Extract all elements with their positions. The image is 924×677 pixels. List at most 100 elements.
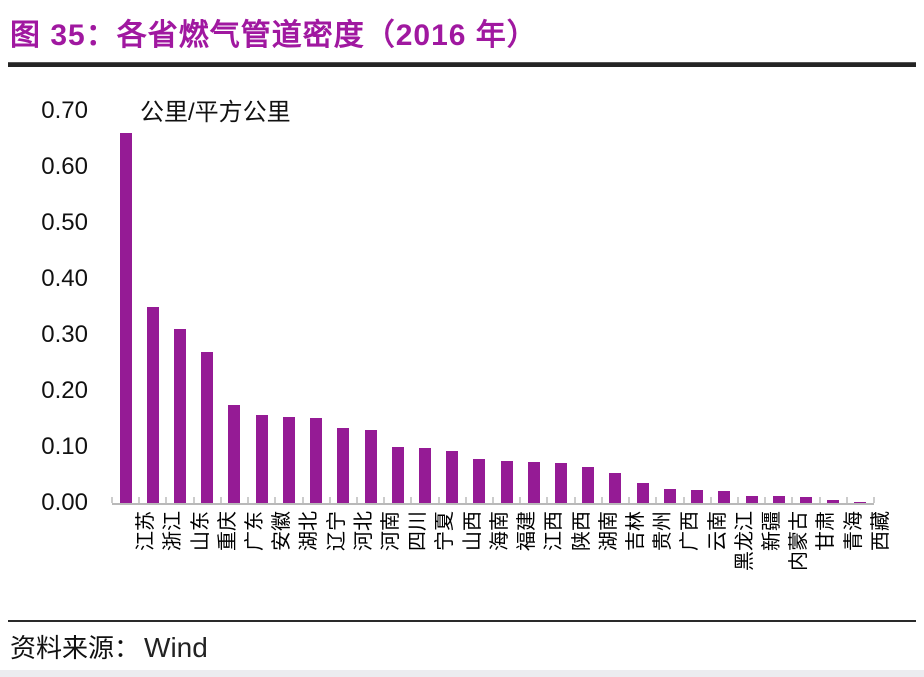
axis-tick [383, 497, 386, 503]
bar-福建 [500, 461, 513, 503]
bar-内蒙古 [772, 495, 785, 503]
x-axis-label-重庆: 重庆 [216, 511, 239, 551]
x-axis-labels: 江苏 浙江 山东 重庆 广东 安徽 湖北 辽宁 河北 河南 四川 宁夏 山西 海南 福建 江西 陕西 湖南 吉林 贵州… [112, 511, 892, 621]
axis-tick [410, 497, 413, 503]
x-axis-label-湖南: 湖南 [597, 511, 620, 551]
bar-湖北 [282, 416, 295, 503]
x-axis-label-河南: 河南 [380, 511, 403, 551]
axis-tick [628, 497, 631, 503]
y-axis-label-0.30: 0.30 [41, 321, 88, 348]
bar-青海 [827, 499, 840, 503]
x-axis-label-宁夏: 宁夏 [434, 511, 457, 551]
bar-河南 [364, 430, 377, 503]
bar-甘肃 [799, 496, 812, 503]
axis-tick [328, 497, 331, 503]
bar-湖南 [582, 466, 595, 503]
x-axis-label-山西: 山西 [461, 511, 484, 551]
x-axis-label-安徽: 安徽 [271, 511, 294, 551]
bar-河北 [337, 427, 350, 503]
x-axis-label-甘肃: 甘肃 [815, 511, 838, 551]
bar-四川 [391, 447, 404, 503]
x-axis-label-湖北: 湖北 [298, 511, 321, 551]
bar-chart-plot-area [111, 111, 875, 505]
axis-tick [600, 497, 603, 503]
y-axis-unit-label: 公里/平方公里 [140, 99, 291, 126]
x-axis-label-浙江: 浙江 [162, 511, 185, 551]
axis-tick [845, 497, 848, 503]
axis-tick [709, 497, 712, 503]
bar-江苏 [119, 133, 132, 503]
bar-海南 [473, 459, 486, 503]
bar-广西 [663, 489, 676, 503]
axis-tick [464, 497, 467, 503]
y-axis-label-0.70: 0.70 [41, 97, 88, 124]
bar-辽宁 [310, 417, 323, 503]
y-axis-label-0.20: 0.20 [41, 377, 88, 404]
x-axis-label-内蒙古: 内蒙古 [788, 511, 811, 571]
x-axis-label-福建: 福建 [516, 511, 539, 551]
bar-陕西 [555, 463, 568, 503]
axis-tick [274, 497, 277, 503]
x-axis-label-青海: 青海 [842, 511, 865, 551]
bar-黑龙江 [718, 491, 731, 503]
axis-tick [219, 497, 222, 503]
x-axis-label-陕西: 陕西 [570, 511, 593, 551]
data-source-label: 资料来源： [10, 634, 141, 663]
axis-tick [355, 497, 358, 503]
data-source: 资料来源： Wind [10, 628, 208, 665]
axis-tick [818, 497, 821, 503]
y-axis-label-0.10: 0.10 [41, 433, 88, 460]
x-axis-label-吉林: 吉林 [624, 511, 647, 551]
x-axis-label-江苏: 江苏 [135, 511, 158, 551]
axis-tick [519, 497, 522, 503]
bar-贵州 [636, 483, 649, 503]
axis-tick [165, 497, 168, 503]
axis-tick [736, 497, 739, 503]
axis-tick [764, 497, 767, 503]
x-axis-label-云南: 云南 [706, 511, 729, 551]
axis-tick [437, 497, 440, 503]
x-axis-label-贵州: 贵州 [652, 511, 675, 551]
bar-重庆 [201, 351, 214, 503]
axis-tick [111, 497, 113, 503]
y-axis-label-0.60: 0.60 [41, 153, 88, 180]
bar-宁夏 [418, 447, 431, 503]
figure-title: 图 35：各省燃气管道密度（2016 年） [10, 19, 538, 52]
x-axis-label-黑龙江: 黑龙江 [733, 511, 756, 571]
y-axis-label-0.40: 0.40 [41, 265, 88, 292]
axis-tick [573, 497, 576, 503]
y-axis-label-0.50: 0.50 [41, 209, 88, 236]
bar-广东 [228, 405, 241, 503]
x-axis-label-西藏: 西藏 [869, 511, 892, 551]
bar-浙江 [146, 307, 159, 503]
bar-山东 [174, 329, 187, 503]
x-axis-label-江西: 江西 [543, 511, 566, 551]
bar-西藏 [854, 501, 867, 503]
bar-新疆 [745, 495, 758, 503]
x-axis-label-海南: 海南 [488, 511, 511, 551]
axis-tick [682, 497, 685, 503]
x-axis-label-广东: 广东 [243, 511, 266, 551]
page-edge-strip [0, 670, 924, 677]
footer-divider [8, 620, 916, 622]
title-divider [8, 62, 916, 67]
bar-云南 [691, 489, 704, 503]
data-source-value: Wind [144, 632, 208, 663]
axis-tick [546, 497, 549, 503]
bar-江西 [527, 461, 540, 503]
x-axis-label-河北: 河北 [352, 511, 375, 551]
x-axis-label-山东: 山东 [189, 511, 212, 551]
bar-吉林 [609, 473, 622, 503]
y-axis-label-0.00: 0.00 [41, 489, 88, 516]
bar-山西 [446, 451, 459, 503]
axis-tick [301, 497, 304, 503]
axis-tick [873, 497, 875, 503]
axis-tick [492, 497, 494, 503]
axis-tick [138, 497, 141, 503]
axis-tick [791, 497, 794, 503]
x-axis-label-广西: 广西 [679, 511, 702, 551]
axis-tick [655, 497, 658, 503]
axis-tick [247, 497, 250, 503]
x-axis-label-新疆: 新疆 [761, 511, 784, 551]
